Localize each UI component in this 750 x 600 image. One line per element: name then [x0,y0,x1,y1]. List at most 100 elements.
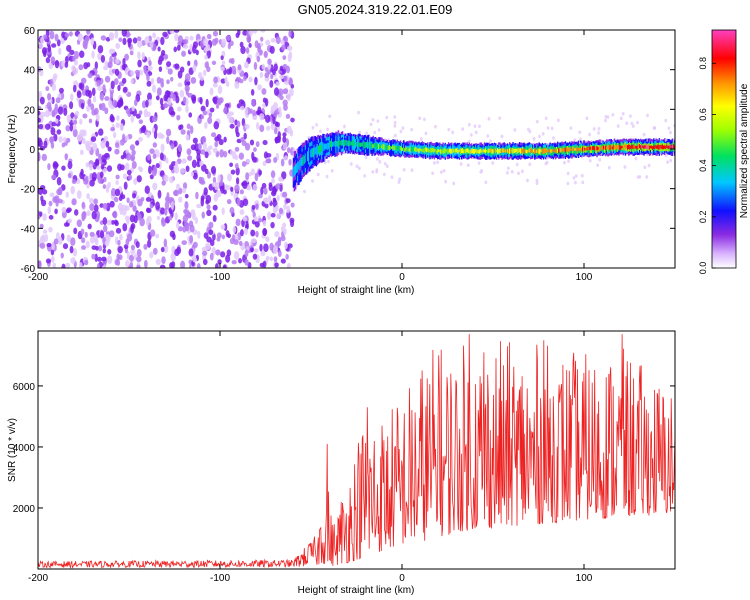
noise-point [229,123,235,129]
noise-point [645,175,649,179]
noise-point [194,216,198,225]
noise-point [127,174,133,181]
noise-point [375,157,379,161]
noise-point [207,116,213,125]
noise-point [157,46,161,52]
noise-point [262,97,267,103]
noise-point [486,134,490,138]
noise-point [240,45,246,55]
signal-cell [551,149,554,154]
noise-point [253,216,258,222]
noise-point [114,188,121,197]
noise-point [54,59,60,69]
noise-point [259,243,263,252]
signal-cell [392,145,394,150]
colorbar-tick-label: 0.4 [698,159,708,172]
signal-cell [519,148,522,154]
noise-point [79,118,83,125]
signal-cell [609,145,611,151]
noise-point [113,219,119,225]
signal-cell [417,148,419,152]
noise-point [452,181,456,186]
noise-point [263,50,268,59]
noise-point [94,61,98,70]
noise-point [179,89,185,98]
noise-point [192,64,197,73]
noise-point [69,124,74,132]
noise-point [282,99,288,107]
noise-point [230,186,234,192]
noise-point [275,183,281,190]
noise-point [264,72,270,79]
noise-point [283,75,288,82]
noise-point [544,116,548,121]
signal-cell [404,147,406,153]
noise-point [281,44,286,51]
noise-point [222,264,227,268]
signal-cell [465,148,467,154]
noise-point [402,167,406,172]
noise-point [250,229,256,237]
signal-cell [666,144,668,149]
noise-point [130,154,136,162]
noise-point [47,206,52,215]
noise-point [160,246,165,253]
noise-point [88,118,93,124]
signal-cell [335,140,337,146]
noise-point [252,156,257,163]
noise-point [81,201,86,209]
noise-point [526,178,529,183]
signal-cell [524,148,526,154]
signal-cell [448,148,451,153]
noise-point [67,218,73,224]
noise-point [274,262,279,268]
noise-point [46,102,52,110]
noise-point [424,131,428,136]
signal-cell [422,148,425,152]
signal-cell [588,146,591,150]
noise-point [38,139,43,148]
noise-point [556,118,560,123]
signal-cell [526,149,528,154]
noise-point [186,123,191,130]
y-tick-label: 20 [24,105,36,116]
noise-point [199,96,203,105]
noise-point [251,204,256,210]
signal-cell [574,148,576,151]
noise-point [39,96,45,105]
noise-point [238,78,244,84]
signal-cell [479,149,481,154]
noise-point [100,140,106,149]
noise-point [50,249,55,256]
noise-point [319,129,322,134]
noise-point [130,248,136,256]
noise-point [261,64,266,70]
noise-point [383,161,387,166]
noise-point [165,157,169,164]
noise-point [242,198,249,207]
noise-point [65,262,71,268]
noise-point [484,180,488,185]
noise-point [149,251,154,259]
colorbar-tick-label: 0.6 [698,108,708,121]
noise-point [630,121,634,126]
noise-point [99,171,104,179]
noise-point [66,137,71,143]
noise-point [290,117,295,123]
noise-point [265,114,271,124]
noise-point [206,66,211,73]
noise-point [174,248,180,257]
noise-point [265,158,271,164]
signal-cell [630,145,632,149]
noise-point [227,173,232,182]
noise-point [316,172,320,177]
noise-point [286,147,291,154]
noise-point [588,132,591,137]
noise-point [422,117,426,122]
noise-point [230,169,236,175]
noise-point [215,263,219,268]
signal-cell [407,148,409,153]
noise-point [62,137,68,143]
signal-cell [351,140,354,147]
noise-point [48,200,53,207]
